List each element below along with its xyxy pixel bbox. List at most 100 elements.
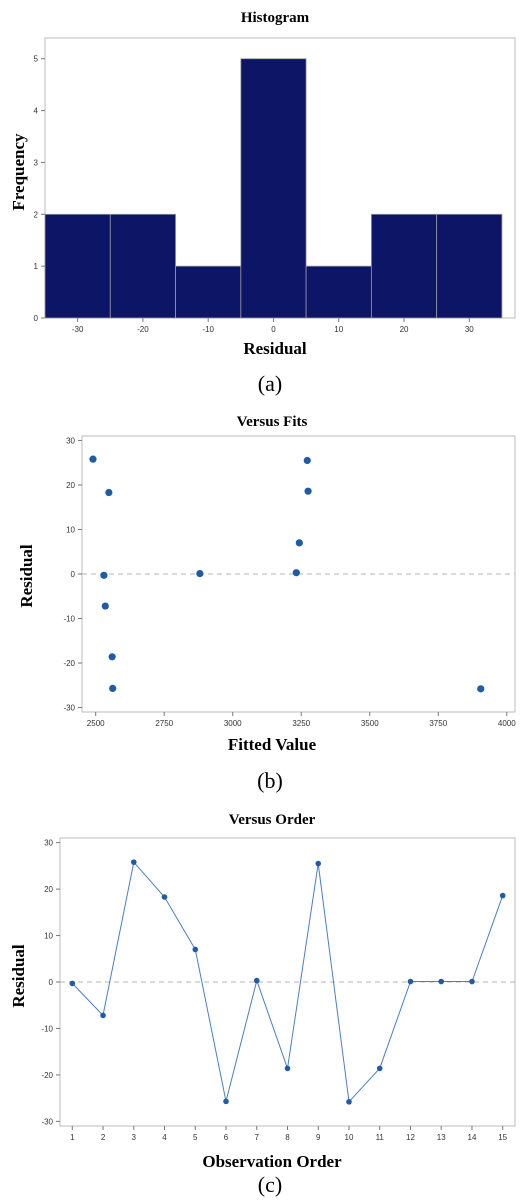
- x-tick-label: 4000: [498, 719, 516, 728]
- versus-order-panel: Versus Order Observation Order Residual …: [0, 798, 520, 1198]
- x-tick-label: 6: [224, 1133, 229, 1142]
- data-point: [100, 1012, 106, 1019]
- histogram-panel: Histogram Residual Frequency (a) 0 1 2 3 4 5 -…: [0, 0, 520, 400]
- y-tick-label: 4: [34, 107, 39, 116]
- data-point: [89, 455, 97, 463]
- x-tick-label: -10: [202, 325, 214, 334]
- x-tick-label: 10: [345, 1133, 354, 1142]
- data-point: [100, 571, 108, 579]
- data-point: [469, 978, 475, 985]
- y-tick-label: -30: [63, 704, 75, 713]
- x-tick-label: 4: [162, 1133, 167, 1142]
- y-tick-label: -20: [63, 659, 75, 668]
- x-axis-label: Fitted Value: [228, 735, 317, 754]
- data-point: [438, 978, 445, 985]
- data-point: [303, 456, 311, 465]
- y-tick-label: 10: [66, 525, 75, 534]
- x-tick-label: 5: [193, 1133, 198, 1142]
- data-point: [499, 892, 506, 899]
- data-point: [295, 539, 303, 547]
- data-point: [101, 602, 109, 610]
- data-point: [161, 894, 168, 900]
- histogram-bar: [370, 213, 438, 319]
- x-axis-label: Residual: [243, 339, 307, 358]
- versus-fits-chart: Versus Fits Fitted Value Residual (b) -3…: [17, 414, 516, 793]
- data-point: [130, 859, 137, 865]
- y-axis-label: Frequency: [9, 133, 28, 211]
- y-tick-label: 30: [66, 436, 75, 445]
- x-tick-label: 14: [468, 1133, 477, 1142]
- figure-caption: (b): [257, 768, 283, 793]
- x-tick-label: 2500: [87, 719, 105, 728]
- data-point: [304, 487, 312, 495]
- figure-caption: (c): [258, 1172, 282, 1197]
- x-tick-label: 11: [376, 1133, 385, 1142]
- histogram-bar: [44, 213, 111, 319]
- versus-fits-panel: Versus Fits Fitted Value Residual (b) -3…: [0, 400, 520, 798]
- y-tick-label: 1: [34, 262, 39, 271]
- x-tick-label: 2: [101, 1133, 106, 1142]
- data-point: [292, 569, 300, 577]
- x-tick-label: -30: [72, 325, 84, 334]
- x-tick-label: 13: [437, 1133, 446, 1142]
- data-point: [253, 977, 260, 984]
- histogram-chart: Histogram Residual Frequency (a) 0 1 2 3 4 5 -…: [9, 10, 516, 396]
- data-point: [108, 653, 116, 661]
- x-tick-label: -20: [137, 325, 149, 334]
- y-tick-label: 0: [49, 978, 54, 987]
- x-tick-label: 10: [334, 325, 343, 334]
- y-tick-label: 20: [44, 885, 53, 894]
- histogram-bar: [436, 213, 503, 319]
- x-tick-label: 7: [255, 1133, 260, 1142]
- x-tick-label: 20: [400, 325, 409, 334]
- x-tick-label: 3000: [224, 719, 242, 728]
- data-point: [407, 978, 414, 985]
- x-tick-label: 3250: [292, 719, 310, 728]
- x-axis-label: Observation Order: [202, 1152, 342, 1171]
- data-point: [192, 946, 199, 953]
- figure-caption: (a): [258, 371, 282, 396]
- x-tick-label: 30: [465, 325, 474, 334]
- histogram-bar: [305, 265, 372, 319]
- x-tick-label: 9: [316, 1133, 321, 1142]
- y-tick-label: 10: [44, 932, 53, 941]
- y-axis-label: Residual: [17, 544, 36, 608]
- data-point: [376, 1065, 383, 1072]
- y-tick-label: -10: [63, 615, 75, 624]
- y-tick-label: 0: [34, 314, 39, 323]
- x-tick-label: 3500: [361, 719, 379, 728]
- y-tick-label: 30: [44, 839, 53, 848]
- data-point: [223, 1098, 229, 1105]
- versus-order-chart: Versus Order Observation Order Residual …: [9, 812, 516, 1197]
- y-axis-label: Residual: [9, 944, 28, 1008]
- data-point: [109, 684, 117, 693]
- x-tick-label: 8: [285, 1133, 290, 1142]
- x-tick-label: 2750: [155, 719, 173, 728]
- x-tick-label: 15: [498, 1133, 507, 1142]
- y-tick-label: -10: [41, 1024, 53, 1033]
- x-tick-label: 0: [271, 325, 276, 334]
- histogram-bar: [240, 58, 307, 319]
- y-tick-label: 20: [66, 481, 75, 490]
- x-tick-label: 12: [406, 1133, 415, 1142]
- histogram-bar: [175, 265, 242, 319]
- data-point: [315, 860, 322, 867]
- data-point: [105, 488, 113, 497]
- y-tick-label: 2: [34, 210, 39, 219]
- chart-title: Versus Order: [229, 812, 316, 828]
- data-point: [69, 980, 76, 987]
- y-tick-label: 5: [34, 55, 39, 64]
- data-point: [477, 685, 485, 693]
- y-tick-label: 0: [71, 570, 76, 579]
- x-tick-label: 3: [132, 1133, 137, 1142]
- y-tick-label: -20: [41, 1071, 53, 1080]
- data-point: [284, 1065, 291, 1072]
- y-tick-label: -30: [41, 1117, 53, 1126]
- x-tick-label: 3750: [429, 719, 447, 728]
- x-tick-label: 1: [70, 1133, 75, 1142]
- data-point: [346, 1099, 352, 1105]
- y-tick-label: 3: [34, 158, 39, 167]
- data-point: [196, 569, 204, 578]
- histogram-bar: [109, 213, 176, 319]
- chart-title: Versus Fits: [237, 414, 308, 430]
